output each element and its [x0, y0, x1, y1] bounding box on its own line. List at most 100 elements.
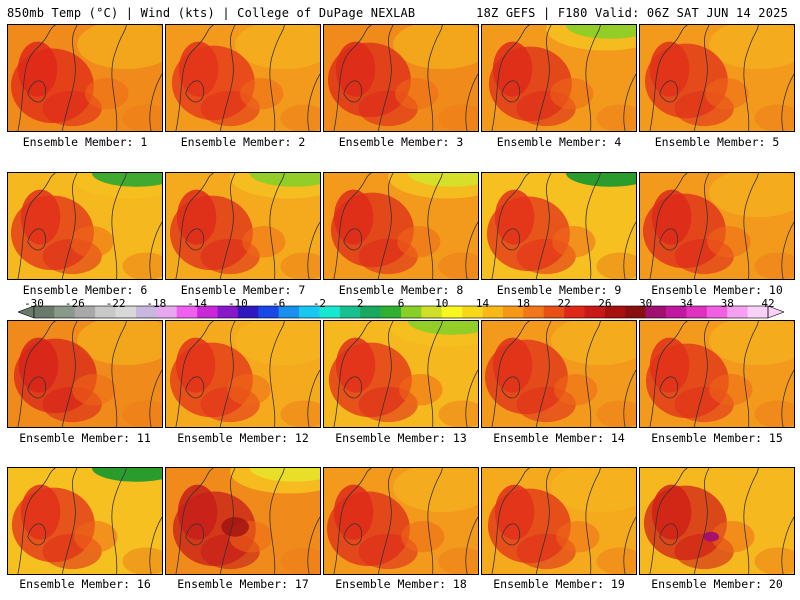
scale-swatch — [54, 306, 76, 318]
member-caption: Ensemble Member: 20 — [651, 577, 783, 591]
member-caption: Ensemble Member: 17 — [177, 577, 309, 591]
member-map-panel — [7, 320, 163, 428]
scale-swatch — [523, 306, 545, 318]
scale-tick-label: -14 — [187, 297, 208, 310]
member-caption: Ensemble Member: 19 — [493, 577, 625, 591]
temperature-field — [166, 321, 320, 427]
scale-tick-label: 42 — [761, 297, 775, 310]
member-caption: Ensemble Member: 7 — [180, 283, 306, 297]
temperature-field — [482, 468, 636, 574]
scale-swatch — [319, 306, 341, 318]
scale-swatch — [584, 306, 606, 318]
temperature-field — [8, 25, 162, 131]
scale-swatch — [380, 306, 402, 318]
temperature-field — [166, 468, 320, 574]
member-map-panel — [165, 320, 321, 428]
member-map-panel — [481, 172, 637, 280]
header-valid-time: 18Z GEFS | F180 Valid: 06Z SAT JUN 14 20… — [476, 6, 788, 20]
temperature-field — [8, 468, 162, 574]
scale-tick-label: -2 — [312, 297, 327, 310]
temperature-field — [640, 25, 794, 131]
member-caption: Ensemble Member: 5 — [654, 135, 780, 149]
member-map-panel — [7, 24, 163, 132]
scale-swatch — [339, 306, 361, 318]
member-caption: Ensemble Member: 9 — [496, 283, 622, 297]
scale-tick-label: -22 — [105, 297, 126, 310]
member-caption: Ensemble Member: 6 — [22, 283, 148, 297]
member-map-panel — [323, 320, 479, 428]
scale-tick-label: 18 — [516, 297, 530, 310]
member-map-panel — [323, 172, 479, 280]
member-caption: Ensemble Member: 15 — [651, 431, 783, 445]
scale-swatch — [482, 306, 504, 318]
temperature-field — [482, 321, 636, 427]
scale-swatch — [197, 306, 218, 318]
member-map-panel — [481, 24, 637, 132]
scale-swatch — [502, 306, 524, 318]
temperature-field — [8, 321, 162, 427]
color-scale-bar — [18, 305, 784, 331]
member-caption: Ensemble Member: 14 — [493, 431, 625, 445]
temperature-field — [166, 173, 320, 279]
scale-swatch — [604, 306, 626, 318]
scale-tick-label: -26 — [64, 297, 85, 310]
scale-tick-label: 10 — [435, 297, 449, 310]
scale-swatch — [686, 306, 708, 318]
header-title: 850mb Temp (°C) | Wind (kts) | College o… — [7, 6, 416, 20]
scale-swatch — [666, 306, 687, 318]
scale-swatch — [258, 306, 279, 318]
scale-swatch — [115, 306, 137, 318]
member-map-panel — [639, 172, 795, 280]
scale-swatch — [156, 306, 178, 318]
scale-swatch — [278, 306, 300, 318]
scale-swatch — [95, 306, 116, 318]
member-caption: Ensemble Member: 18 — [335, 577, 467, 591]
scale-swatch — [34, 306, 55, 318]
member-caption: Ensemble Member: 3 — [338, 135, 464, 149]
member-caption: Ensemble Member: 12 — [177, 431, 309, 445]
member-map-panel — [481, 467, 637, 575]
scale-tick-label: 38 — [720, 297, 734, 310]
scale-tick-label: -30 — [24, 297, 44, 310]
member-caption: Ensemble Member: 2 — [180, 135, 306, 149]
scale-swatch — [462, 306, 483, 318]
scale-swatch — [645, 306, 667, 318]
scale-swatch — [217, 306, 239, 318]
member-caption: Ensemble Member: 13 — [335, 431, 467, 445]
scale-tick-label: 22 — [557, 297, 571, 310]
scale-tick-label: 14 — [475, 297, 490, 310]
member-caption: Ensemble Member: 16 — [19, 577, 151, 591]
temperature-field — [324, 321, 478, 427]
scale-swatch — [237, 306, 259, 318]
temperature-field — [324, 173, 478, 279]
scale-swatch — [747, 306, 769, 318]
scale-swatch — [176, 306, 198, 318]
scale-tick-label: 26 — [598, 297, 612, 310]
temperature-field — [482, 173, 636, 279]
member-map-panel — [481, 320, 637, 428]
scale-swatch — [401, 306, 422, 318]
member-map-panel — [639, 467, 795, 575]
scale-tick-label: 30 — [639, 297, 653, 310]
scale-swatch — [564, 306, 585, 318]
scale-swatch — [706, 306, 728, 318]
temperature-field — [640, 173, 794, 279]
scale-swatch — [360, 306, 381, 318]
temperature-field — [640, 321, 794, 427]
member-caption: Ensemble Member: 11 — [19, 431, 151, 445]
temperature-field — [482, 25, 636, 131]
member-map-panel — [165, 467, 321, 575]
temperature-field — [324, 468, 478, 574]
temperature-field — [640, 468, 794, 574]
member-map-panel — [323, 467, 479, 575]
scale-swatch — [727, 306, 748, 318]
scale-tick-label: 6 — [397, 297, 405, 310]
scale-swatch — [299, 306, 320, 318]
scale-swatch — [74, 306, 96, 318]
scale-tick-label: 2 — [356, 297, 364, 310]
member-map-panel — [7, 172, 163, 280]
temperature-field — [324, 25, 478, 131]
scale-swatch — [421, 306, 443, 318]
member-caption: Ensemble Member: 10 — [651, 283, 783, 297]
member-map-panel — [639, 320, 795, 428]
